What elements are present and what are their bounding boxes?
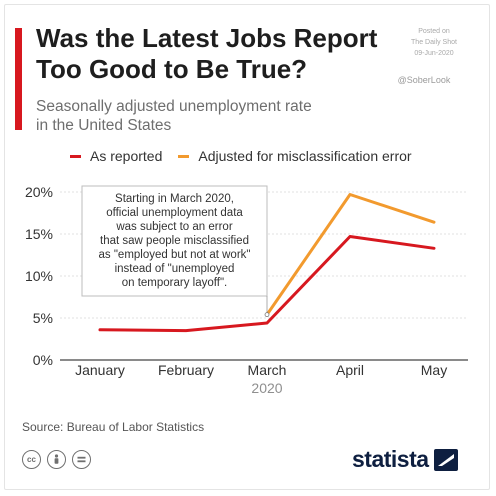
annotation-box — [81, 185, 268, 297]
annotation-text-line: was subject to an error — [115, 221, 233, 233]
chart-subtitle: Seasonally adjusted unemployment rate in… — [36, 97, 396, 135]
x-tick-label: January — [75, 362, 125, 378]
annotation-text-line: instead of "unemployed — [115, 263, 235, 275]
title-accent-bar — [15, 28, 22, 130]
legend-item-reported: As reported — [70, 148, 162, 164]
legend-label-adjusted: Adjusted for misclassification error — [198, 148, 412, 164]
watermark-line3: 09-Jun-2020 — [414, 50, 454, 57]
nd-icon — [72, 450, 91, 469]
y-tick-label: 10% — [25, 268, 53, 284]
y-tick-label: 20% — [25, 184, 53, 200]
brand-name: statista — [352, 446, 429, 472]
annotation-text-line: official unemployment data — [106, 207, 243, 219]
brand-logo: statista — [352, 446, 458, 473]
posted-watermark: Posted on The Daily Shot 09-Jun-2020 — [388, 26, 480, 59]
legend-label-reported: As reported — [90, 148, 163, 164]
source-note: Source: Bureau of Labor Statistics — [22, 420, 205, 434]
chart-subtitle-line1: Seasonally adjusted unemployment rate — [36, 98, 312, 115]
watermark-line2: The Daily Shot — [411, 39, 457, 46]
x-tick-label: March — [248, 362, 287, 378]
watermark-line1: Posted on — [418, 28, 450, 35]
chart-title: Was the Latest Jobs Report Too Good to B… — [36, 23, 396, 85]
y-tick-label: 5% — [33, 310, 53, 326]
annotation-anchor-point — [264, 312, 270, 318]
chart-subtitle-line2: in the United States — [36, 117, 172, 134]
license-icons: cc — [22, 450, 97, 469]
series-line-reported — [98, 235, 436, 333]
cc-icon: cc — [22, 450, 41, 469]
y-tick-label: 15% — [25, 226, 53, 242]
legend-swatch-adjusted — [178, 154, 190, 158]
legend-item-adjusted: Adjusted for misclassification error — [178, 148, 412, 164]
x-tick-label: April — [336, 362, 364, 378]
infographic-frame — [4, 4, 490, 490]
series-line-adjusted — [265, 193, 436, 317]
watermark-handle: @SoberLook — [397, 75, 451, 85]
x-tick-label: February — [158, 362, 214, 378]
x-tick-label: May — [421, 362, 447, 378]
annotation-text-line: Starting in March 2020, — [115, 193, 234, 205]
by-icon — [47, 450, 66, 469]
annotation-text-line: that saw people misclassified — [100, 235, 249, 247]
legend-swatch-reported — [70, 154, 81, 158]
chart-legend: As reported Adjusted for misclassificati… — [70, 148, 428, 164]
annotation-text-line: as "employed but not at work" — [99, 249, 251, 261]
chart-title-line1: Was the Latest Jobs Report — [36, 23, 378, 53]
chart-title-line2: Too Good to Be True? — [36, 54, 308, 84]
x-axis-label: 2020 — [251, 380, 282, 396]
statista-mark-icon — [433, 448, 458, 471]
annotation-text-line: on temporary layoff". — [122, 277, 228, 289]
y-tick-label: 0% — [33, 352, 53, 368]
